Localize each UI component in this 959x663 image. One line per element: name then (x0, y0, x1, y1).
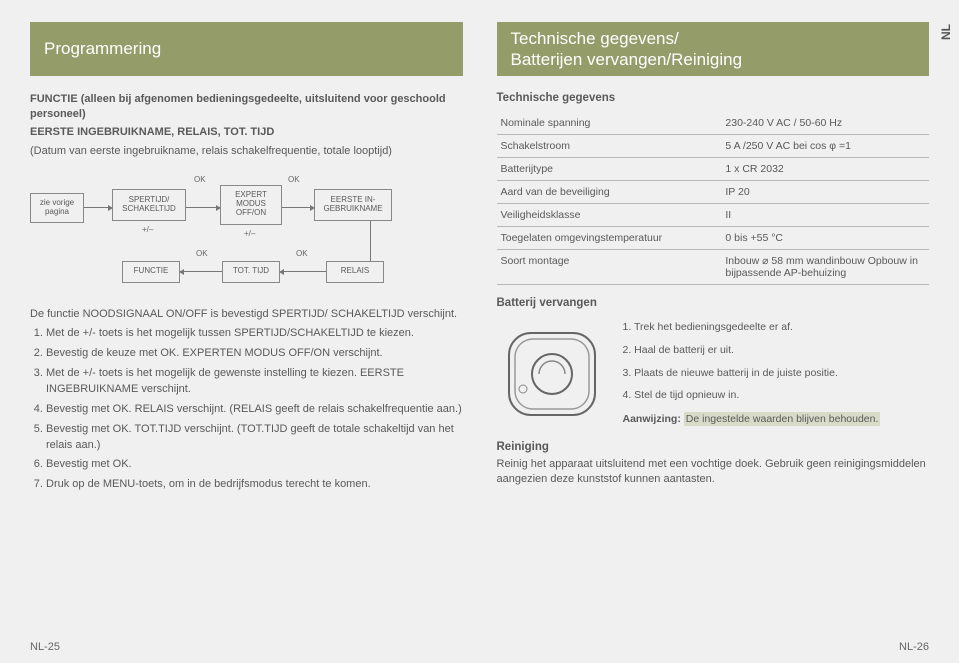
hint-label: Aanwijzing: (623, 413, 681, 425)
table-row: Aard van de beveiligingIP 20 (497, 181, 930, 204)
arrow-2 (186, 207, 220, 208)
cleaning-title: Reiniging (497, 441, 930, 453)
list-item: Met de +/- toets is het mogelijk de gewe… (46, 366, 463, 398)
language-tab: NL (939, 24, 953, 40)
cleaning-body: Reinig het apparaat uitsluitend met een … (497, 457, 930, 488)
step-item: 1. Trek het bedieningsgedeelte er af. (623, 319, 881, 336)
list-item: Bevestig met OK. RELAIS verschijnt. (REL… (46, 402, 463, 418)
specs-title: Technische gegevens (497, 92, 930, 104)
right-header-line1: Technische gegevens/ (511, 28, 679, 49)
page: Programmering FUNCTIE (alleen bij afgeno… (0, 0, 959, 663)
table-row: Toegelaten omgevingstemperatuur0 bis +55… (497, 227, 930, 250)
instruction-list: Met de +/- toets is het mogelijk tussen … (30, 326, 463, 497)
label-ok-2: OK (288, 175, 300, 184)
spec-key: Aard van de beveiliging (497, 181, 722, 204)
table-row: VeiligheidsklasseII (497, 204, 930, 227)
page-number-left: NL-25 (30, 641, 60, 653)
spec-val: II (721, 204, 929, 227)
spec-val: 0 bis +55 °C (721, 227, 929, 250)
table-row: Nominale spanning230-240 V AC / 50-60 Hz (497, 112, 930, 135)
intro-line-3: (Datum van eerste ingebruikname, relais … (30, 144, 463, 159)
list-item: Bevestig de keuze met OK. EXPERTEN MODUS… (46, 346, 463, 362)
arrow-4 (180, 271, 222, 272)
list-item: Bevestig met OK. TOT.TIJD verschijnt. (T… (46, 422, 463, 454)
battery-section: 1. Trek het bedieningsgedeelte er af. 2.… (497, 319, 930, 429)
hint-text: De ingestelde waarden blijven behouden. (684, 412, 881, 426)
arrow-1 (84, 207, 112, 208)
spec-key: Batterijtype (497, 158, 722, 181)
battery-illustration-icon (497, 319, 607, 429)
arrow-3 (282, 207, 314, 208)
spec-key: Nominale spanning (497, 112, 722, 135)
spec-val: Inbouw ⌀ 58 mm wandinbouw Opbouw in bijp… (721, 250, 929, 285)
arrow-5 (280, 271, 326, 272)
label-ok-3: OK (196, 249, 208, 258)
table-row: Soort montageInbouw ⌀ 58 mm wandinbouw O… (497, 250, 930, 285)
intro-line-2: EERSTE INGEBRUIKNAME, RELAIS, TOT. TIJD (30, 126, 463, 138)
box-tot-tijd: TOT. TIJD (222, 261, 280, 283)
page-number-right: NL-26 (899, 641, 929, 653)
battery-title: Batterij vervangen (497, 297, 930, 309)
specs-table: Nominale spanning230-240 V AC / 50-60 Hz… (497, 112, 930, 285)
spec-key: Toegelaten omgevingstemperatuur (497, 227, 722, 250)
box-expert: EXPERT MODUS OFF/ON (220, 185, 282, 225)
box-relais: RELAIS (326, 261, 384, 283)
intro-line-1: FUNCTIE (alleen bij afgenomen bedienings… (30, 92, 463, 122)
box-functie: FUNCTIE (122, 261, 180, 283)
box-prev-page: zie vorige pagina (30, 193, 84, 223)
spec-val: IP 20 (721, 181, 929, 204)
spec-val: 230-240 V AC / 50-60 Hz (721, 112, 929, 135)
box-spertijd: SPERTIJD/ SCHAKELTIJD (112, 189, 186, 221)
step-item: 4. Stel de tijd opnieuw in. (623, 387, 881, 404)
right-header: Technische gegevens/ Batterijen vervange… (497, 22, 930, 76)
hint: Aanwijzing: De ingestelde waarden blijve… (623, 412, 881, 427)
table-row: Batterijtype1 x CR 2032 (497, 158, 930, 181)
spec-key: Soort montage (497, 250, 722, 285)
list-item: Bevestig met OK. (46, 457, 463, 473)
flow-diagram: zie vorige pagina SPERTIJD/ SCHAKELTIJD … (30, 169, 463, 299)
after-diagram-text: De functie NOODSIGNAAL ON/OFF is bevesti… (30, 307, 463, 322)
spec-key: Veiligheidsklasse (497, 204, 722, 227)
right-column: Technische gegevens/ Batterijen vervange… (497, 22, 930, 651)
label-pm-1: +/– (142, 225, 153, 234)
label-ok-4: OK (296, 249, 308, 258)
spec-key: Schakelstroom (497, 135, 722, 158)
step-item: 3. Plaats de nieuwe batterij in de juist… (623, 365, 881, 382)
list-item: Druk op de MENU-toets, om in de bedrijfs… (46, 477, 463, 493)
spec-val: 5 A /250 V AC bei cos φ =1 (721, 135, 929, 158)
right-header-line2: Batterijen vervangen/Reiniging (511, 49, 743, 70)
arrow-down (370, 221, 371, 261)
label-pm-2: +/– (244, 229, 255, 238)
battery-steps: 1. Trek het bedieningsgedeelte er af. 2.… (623, 319, 881, 427)
table-row: Schakelstroom5 A /250 V AC bei cos φ =1 (497, 135, 930, 158)
spec-val: 1 x CR 2032 (721, 158, 929, 181)
step-item: 2. Haal de batterij er uit. (623, 342, 881, 359)
box-eerste: EERSTE IN-GEBRUIKNAME (314, 189, 392, 221)
left-column: Programmering FUNCTIE (alleen bij afgeno… (30, 22, 463, 651)
left-header: Programmering (30, 22, 463, 76)
list-item: Met de +/- toets is het mogelijk tussen … (46, 326, 463, 342)
label-ok-1: OK (194, 175, 206, 184)
